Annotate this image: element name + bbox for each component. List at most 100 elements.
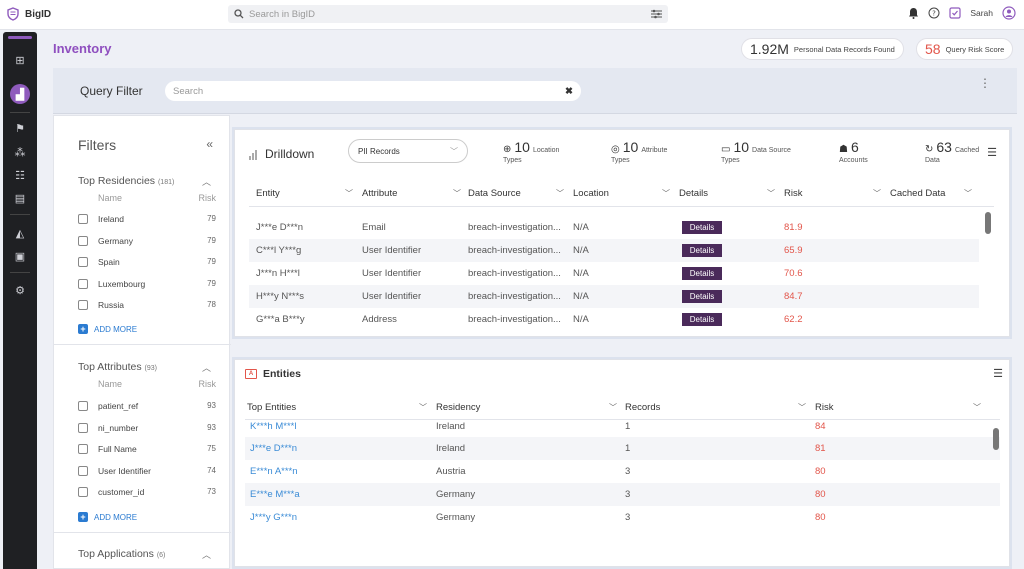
flag-icon[interactable]: ⚑ bbox=[15, 122, 25, 135]
cell-entity-link[interactable]: E***n A***n bbox=[250, 466, 298, 477]
chevron-down-icon[interactable]: ﹀ bbox=[345, 189, 353, 198]
scrollbar-thumb[interactable] bbox=[993, 428, 999, 450]
checkbox[interactable] bbox=[78, 279, 88, 289]
details-button[interactable]: Details bbox=[682, 267, 722, 280]
col-attribute[interactable]: Attribute bbox=[362, 188, 398, 199]
cluster-icon[interactable]: ⁂ bbox=[14, 146, 26, 159]
checkbox[interactable] bbox=[78, 466, 88, 476]
col-cached-data[interactable]: Cached Data bbox=[890, 188, 946, 199]
chevron-up-icon[interactable]: ︿ bbox=[201, 363, 211, 373]
chevron-down-icon[interactable]: ﹀ bbox=[964, 189, 972, 198]
tasks-icon[interactable] bbox=[949, 7, 961, 19]
filter-item[interactable]: customer_id 73 bbox=[78, 486, 218, 500]
cell-entity-link[interactable]: J***y G***n bbox=[250, 512, 297, 523]
checkbox[interactable] bbox=[78, 300, 88, 310]
stat-location-types[interactable]: ⊕ 10 Location Types bbox=[503, 139, 559, 164]
filter-section-header[interactable]: Top Applications (6) bbox=[78, 548, 165, 560]
details-button[interactable]: Details bbox=[682, 221, 722, 234]
dashboard-icon[interactable]: ⊞ bbox=[15, 54, 25, 67]
table-row[interactable]: J***y G***n Germany 3 80 bbox=[245, 506, 1000, 529]
reports-icon[interactable]: ◭ bbox=[15, 227, 25, 240]
hierarchy-icon[interactable]: ☷ bbox=[15, 169, 25, 182]
list-view-icon[interactable]: ☰ bbox=[987, 147, 997, 159]
checkbox[interactable] bbox=[78, 257, 88, 267]
details-button[interactable]: Details bbox=[682, 244, 722, 257]
help-icon[interactable]: ? bbox=[928, 7, 940, 19]
chevron-down-icon[interactable]: ﹀ bbox=[556, 189, 564, 198]
filter-item[interactable]: Russia 78 bbox=[78, 299, 218, 313]
filter-item[interactable]: Full Name 75 bbox=[78, 443, 218, 457]
checkbox[interactable] bbox=[78, 487, 88, 497]
document-icon[interactable]: ▣ bbox=[14, 250, 26, 263]
table-row[interactable]: J***n H***l User Identifier breach-inves… bbox=[249, 262, 979, 285]
collapse-icon[interactable]: « bbox=[206, 137, 213, 151]
filter-item[interactable]: Ireland 79 bbox=[78, 213, 218, 227]
list-view-icon[interactable]: ☰ bbox=[993, 368, 1003, 380]
col-risk[interactable]: Risk bbox=[784, 188, 803, 199]
checkbox[interactable] bbox=[78, 236, 88, 246]
chevron-down-icon[interactable]: ﹀ bbox=[973, 403, 981, 412]
cell-entity-link[interactable]: J***e D***n bbox=[250, 443, 297, 454]
col-risk[interactable]: Risk bbox=[815, 402, 834, 413]
scrollbar-thumb[interactable] bbox=[985, 212, 991, 234]
chevron-down-icon[interactable]: ﹀ bbox=[419, 403, 427, 412]
stat-accounts[interactable]: ☗ 6 Accounts bbox=[839, 139, 868, 164]
search-filter-icon[interactable] bbox=[651, 9, 662, 19]
col-top-entities[interactable]: Top Entities bbox=[247, 402, 297, 413]
filter-item[interactable]: patient_ref 93 bbox=[78, 400, 218, 414]
record-type-select[interactable]: PII Records ﹀ bbox=[348, 139, 468, 163]
bell-icon[interactable] bbox=[908, 7, 919, 19]
table-row[interactable]: J***e D***n Ireland 1 81 bbox=[245, 437, 1000, 460]
col-residency[interactable]: Residency bbox=[436, 402, 481, 413]
chevron-up-icon[interactable]: ︿ bbox=[201, 550, 211, 560]
query-filter-search-input[interactable]: Search ✖ bbox=[165, 81, 581, 101]
stat-datasource-types[interactable]: ▭ 10 Data Source Types bbox=[721, 139, 791, 164]
checkbox[interactable] bbox=[78, 423, 88, 433]
col-details[interactable]: Details bbox=[679, 188, 709, 199]
catalog-icon[interactable]: ▤ bbox=[14, 192, 26, 205]
table-row[interactable]: G***a B***y Address breach-investigation… bbox=[249, 308, 979, 331]
clear-icon[interactable]: ✖ bbox=[565, 85, 573, 97]
filter-item[interactable]: Luxembourg 79 bbox=[78, 278, 218, 292]
chevron-down-icon[interactable]: ﹀ bbox=[798, 403, 806, 412]
table-row[interactable]: K***h M***l Ireland 1 84 bbox=[245, 415, 1000, 438]
chevron-down-icon[interactable]: ﹀ bbox=[453, 189, 461, 198]
table-row[interactable]: E***e M***a Germany 3 80 bbox=[245, 483, 1000, 506]
chevron-down-icon[interactable]: ﹀ bbox=[662, 189, 670, 198]
avatar-icon[interactable] bbox=[1002, 6, 1016, 20]
details-button[interactable]: Details bbox=[682, 313, 722, 326]
table-row[interactable]: E***n A***n Austria 3 80 bbox=[245, 460, 1000, 483]
checkbox[interactable] bbox=[78, 214, 88, 224]
cell-entity-link[interactable]: K***h M***l bbox=[250, 421, 297, 432]
table-row[interactable]: C***l Y***g User Identifier breach-inves… bbox=[249, 239, 979, 262]
col-entity[interactable]: Entity bbox=[256, 188, 280, 199]
filter-item[interactable]: User Identifier 74 bbox=[78, 465, 218, 479]
stat-cached-data[interactable]: ↻ 63 Cached Data bbox=[925, 139, 979, 164]
chevron-down-icon[interactable]: ﹀ bbox=[873, 189, 881, 198]
filter-item[interactable]: Spain 79 bbox=[78, 256, 218, 270]
filter-item[interactable]: ni_number 93 bbox=[78, 422, 218, 436]
col-data-source[interactable]: Data Source bbox=[468, 188, 521, 199]
chevron-up-icon[interactable]: ︿ bbox=[201, 177, 211, 187]
checkbox[interactable] bbox=[78, 444, 88, 454]
cell-entity-link[interactable]: E***e M***a bbox=[250, 489, 300, 500]
add-more-button[interactable]: + ADD MORE bbox=[78, 512, 137, 522]
inventory-icon[interactable]: ▟ bbox=[10, 84, 30, 104]
col-location[interactable]: Location bbox=[573, 188, 609, 199]
details-button[interactable]: Details bbox=[682, 290, 722, 303]
more-options-icon[interactable]: ⋮ bbox=[979, 76, 991, 90]
filter-section-header[interactable]: Top Attributes (93) bbox=[78, 361, 157, 373]
global-search-input[interactable]: Search in BigID bbox=[228, 5, 668, 23]
settings-icon[interactable]: ⚙ bbox=[15, 284, 25, 297]
app-logo[interactable]: BigID bbox=[6, 7, 51, 21]
table-row[interactable]: H***y N***s User Identifier breach-inves… bbox=[249, 285, 979, 308]
filter-item[interactable]: Germany 79 bbox=[78, 235, 218, 249]
chevron-down-icon[interactable]: ﹀ bbox=[609, 403, 617, 412]
filter-section-header[interactable]: Top Residencies (181) bbox=[78, 175, 174, 187]
table-row[interactable]: J***e D***n Email breach-investigation..… bbox=[249, 216, 979, 239]
checkbox[interactable] bbox=[78, 401, 88, 411]
col-records[interactable]: Records bbox=[625, 402, 661, 413]
stat-attribute-types[interactable]: ◎ 10 Attribute Types bbox=[611, 139, 667, 164]
add-more-button[interactable]: + ADD MORE bbox=[78, 324, 137, 334]
chevron-down-icon[interactable]: ﹀ bbox=[767, 189, 775, 198]
